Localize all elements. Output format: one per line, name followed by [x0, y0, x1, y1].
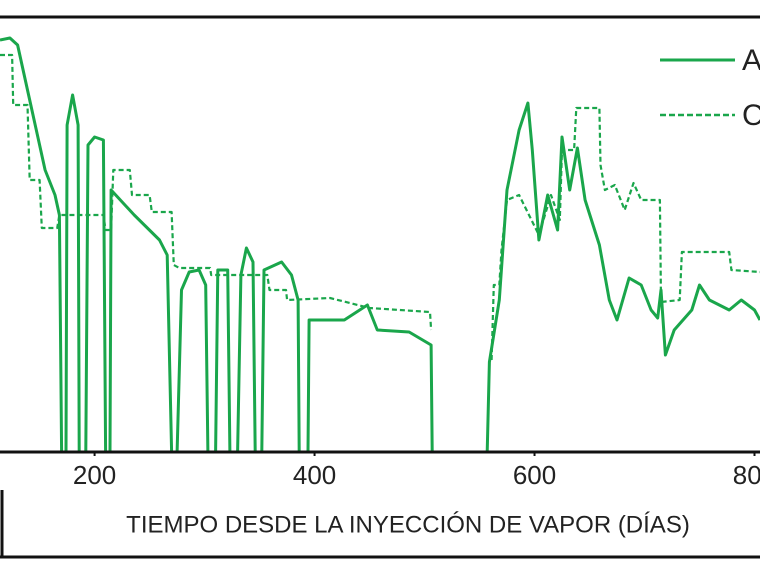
series-line [490, 106, 760, 361]
series-line [485, 101, 760, 453]
x-tick-label: 600 [513, 460, 556, 490]
x-tick-label: 200 [73, 460, 116, 490]
series-line [0, 53, 433, 331]
x-tick-label: 800 [733, 460, 760, 490]
x-tick-label: 400 [293, 460, 336, 490]
x-axis-label: TIEMPO DESDE LA INYECCIÓN DE VAPOR (DÍAS… [126, 511, 690, 538]
legend-label: C [742, 99, 760, 132]
plot-area [0, 36, 760, 454]
legend-label: A [742, 44, 760, 77]
series-line [0, 36, 434, 454]
